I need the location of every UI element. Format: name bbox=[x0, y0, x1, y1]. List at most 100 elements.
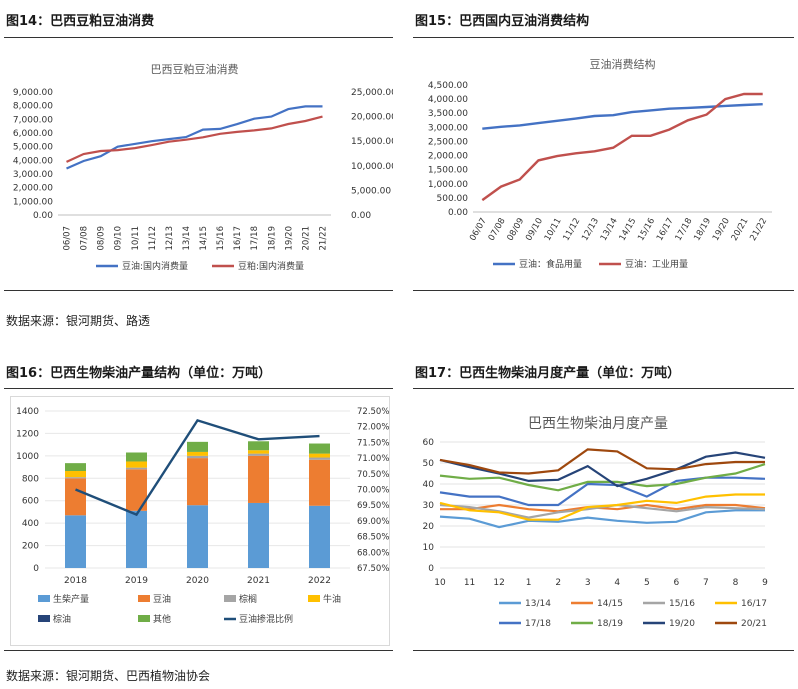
y-tick-label: 1,000.00 bbox=[428, 180, 468, 190]
x-tick-label: 9 bbox=[762, 578, 768, 588]
bar-segment-1 bbox=[309, 459, 330, 506]
x-tick-label: 17/18 bbox=[674, 217, 695, 243]
series-line-1 bbox=[66, 115, 323, 163]
legend-swatch-4 bbox=[38, 615, 50, 622]
x-tick-label: 1 bbox=[526, 578, 532, 588]
y-tick-label: 3,500.00 bbox=[428, 109, 468, 119]
y-tick-label: 500.00 bbox=[437, 194, 469, 204]
legend-label-2: 棕榈 bbox=[239, 593, 257, 605]
y-right-tick-label: 5,000.00 bbox=[351, 186, 391, 196]
bar-segment-3 bbox=[248, 450, 269, 454]
bar-segment-0 bbox=[187, 505, 208, 568]
x-tick-label: 15/16 bbox=[636, 217, 657, 243]
x-tick-label: 08/09 bbox=[505, 217, 526, 243]
x-tick-label: 14/15 bbox=[618, 217, 639, 243]
legend-label-3: 牛油 bbox=[323, 593, 341, 605]
x-tick-label: 09/10 bbox=[114, 226, 124, 251]
y-left-tick-label: 7,000.00 bbox=[13, 115, 53, 125]
fig15-heading: 图15：巴西国内豆油消费结构 bbox=[415, 14, 590, 29]
series-line-3 bbox=[439, 493, 765, 521]
x-tick-label: 4 bbox=[614, 578, 620, 588]
bar-segment-5 bbox=[65, 463, 86, 471]
y-tick-label: 2,000.00 bbox=[428, 152, 468, 162]
top-rule-left bbox=[4, 37, 393, 38]
bottom-rule-left bbox=[4, 650, 393, 651]
x-tick-label: 6 bbox=[673, 578, 679, 588]
x-tick-label: 10/11 bbox=[131, 226, 141, 251]
legend-swatch-3 bbox=[308, 595, 320, 602]
x-tick-label: 18/19 bbox=[267, 226, 277, 251]
y-right-tick-label: 68.50% bbox=[357, 533, 389, 543]
y-right-tick-label: 68.00% bbox=[357, 548, 389, 558]
x-tick-label: 07/08 bbox=[80, 226, 90, 251]
x-tick-label: 13/14 bbox=[182, 226, 192, 251]
bar-segment-5 bbox=[248, 441, 269, 451]
series-line-0 bbox=[439, 509, 765, 529]
x-tick-label: 8 bbox=[733, 578, 739, 588]
y-left-tick-label: 1400 bbox=[16, 407, 39, 417]
chart-title: 豆油消费结构 bbox=[590, 57, 656, 71]
chart-title: 巴西豆粕豆油消费 bbox=[151, 62, 239, 76]
y-right-tick-label: 69.50% bbox=[357, 501, 389, 511]
x-tick-label: 2022 bbox=[308, 576, 331, 586]
y-right-tick-label: 67.50% bbox=[357, 564, 389, 574]
y-right-tick-label: 70.50% bbox=[357, 470, 389, 480]
series-line-5 bbox=[439, 463, 766, 492]
fig17-heading: 图17：巴西生物柴油月度产量（单位：万吨） bbox=[415, 366, 681, 381]
y-left-tick-label: 9,000.00 bbox=[13, 88, 53, 98]
y-left-tick-label: 3,000.00 bbox=[13, 170, 53, 180]
y-left-tick-label: 4,000.00 bbox=[13, 156, 53, 166]
x-tick-label: 2 bbox=[555, 578, 561, 588]
series-line-0 bbox=[482, 103, 763, 130]
bar-segment-3 bbox=[187, 451, 208, 456]
y-left-tick-label: 2,000.00 bbox=[13, 184, 53, 194]
legend-label-3: 16/17 bbox=[741, 599, 767, 609]
legend-label-1: 豆油：工业用量 bbox=[625, 258, 688, 270]
y-tick-label: 0 bbox=[428, 564, 434, 574]
y-left-tick-label: 600 bbox=[22, 497, 39, 507]
y-right-tick-label: 20,000.00 bbox=[351, 113, 393, 123]
x-tick-label: 09/10 bbox=[524, 217, 545, 243]
bar-segment-3 bbox=[309, 453, 330, 458]
x-tick-label: 15/16 bbox=[216, 226, 226, 251]
legend-swatch-5 bbox=[138, 615, 150, 622]
x-tick-label: 16/17 bbox=[655, 217, 676, 243]
x-tick-label: 21/22 bbox=[748, 217, 769, 243]
y-tick-label: 20 bbox=[423, 522, 435, 532]
y-tick-label: 4,500.00 bbox=[428, 81, 468, 91]
y-right-tick-label: 10,000.00 bbox=[351, 162, 393, 172]
y-left-tick-label: 800 bbox=[22, 474, 39, 484]
x-tick-label: 5 bbox=[644, 578, 650, 588]
legend-label-6: 豆油掺混比例 bbox=[239, 613, 293, 625]
chart-soy-consumption: 巴西豆粕豆油消费 0.00 1,000.00 2,000.00 3,000.00 4,00… bbox=[13, 62, 393, 272]
x-tick-label: 20/21 bbox=[301, 226, 311, 251]
y-right-tick-label: 72.00% bbox=[357, 423, 389, 433]
x-tick-label: 12/13 bbox=[165, 226, 175, 251]
y-right-tick-label: 71.00% bbox=[357, 454, 389, 464]
y-tick-label: 4,000.00 bbox=[428, 95, 468, 105]
y-tick-label: 60 bbox=[423, 438, 435, 448]
bar-segment-0 bbox=[309, 505, 330, 568]
x-tick-label: 12 bbox=[493, 578, 504, 588]
bar-segment-2 bbox=[126, 467, 147, 470]
x-tick-label: 11/12 bbox=[148, 226, 158, 251]
bar-segment-3 bbox=[126, 461, 147, 468]
x-tick-label: 12/13 bbox=[580, 217, 601, 243]
legend-label-2: 15/16 bbox=[669, 599, 695, 609]
x-tick-label: 14/15 bbox=[199, 226, 209, 251]
fig14-heading: 图14：巴西豆粕豆油消费 bbox=[6, 14, 155, 29]
fig16-heading: 图16：巴西生物柴油产量结构（单位：万吨） bbox=[6, 366, 272, 381]
legend-swatch-2 bbox=[224, 595, 236, 602]
mid-rule-left bbox=[4, 290, 393, 291]
y-left-tick-label: 0 bbox=[33, 564, 39, 574]
x-tick-label: 10 bbox=[434, 578, 446, 588]
bar-segment-1 bbox=[187, 458, 208, 506]
x-tick-label: 18/19 bbox=[692, 217, 713, 243]
y-left-tick-label: 6,000.00 bbox=[13, 129, 53, 139]
y-tick-label: 30 bbox=[423, 501, 435, 511]
legend-label-5: 其他 bbox=[153, 613, 171, 625]
legend-swatch-0 bbox=[38, 595, 50, 602]
bar-segment-1 bbox=[65, 478, 86, 516]
x-tick-label: 11/12 bbox=[561, 217, 582, 243]
